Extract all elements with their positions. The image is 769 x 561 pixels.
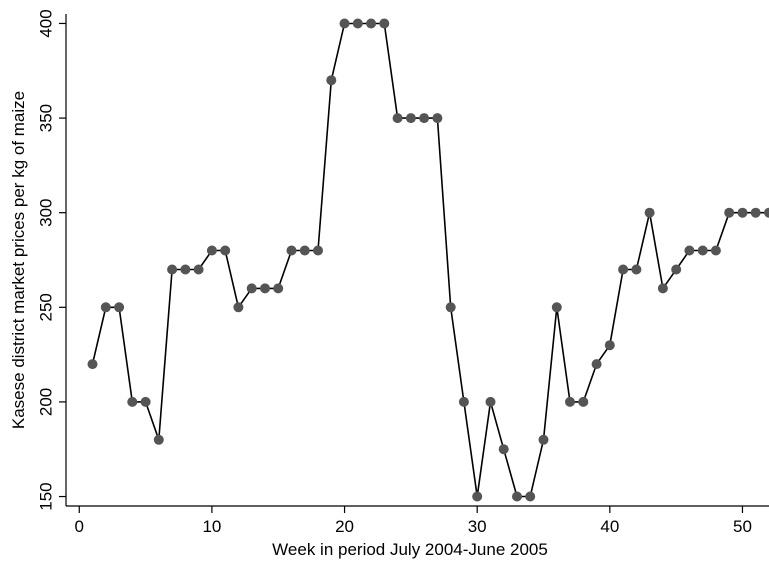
data-point <box>512 491 522 502</box>
data-point <box>206 245 217 256</box>
data-point <box>313 245 323 256</box>
y-axis-title: Kasese district market prices per kg of … <box>9 91 28 429</box>
data-point <box>193 264 204 275</box>
data-point <box>525 491 536 502</box>
y-tick-label: 400 <box>37 9 56 37</box>
x-tick-label: 50 <box>733 517 752 536</box>
data-point <box>260 283 270 294</box>
data-point <box>419 113 430 124</box>
x-tick-label: 20 <box>335 517 354 536</box>
data-point <box>710 245 721 256</box>
data-point <box>432 113 443 124</box>
data-point <box>114 302 125 313</box>
data-point <box>220 245 231 256</box>
data-point <box>485 396 496 407</box>
series-line <box>91 22 769 498</box>
data-point <box>644 207 655 218</box>
data-point <box>392 113 403 124</box>
data-point <box>578 396 589 407</box>
data-point <box>326 75 337 86</box>
data-point <box>339 18 350 29</box>
data-point <box>167 264 178 275</box>
data-point <box>366 18 377 29</box>
data-point <box>100 302 111 313</box>
y-tick-label: 200 <box>37 388 56 416</box>
data-point <box>299 245 310 256</box>
data-point <box>684 245 695 256</box>
data-point <box>246 283 257 294</box>
data-point <box>551 302 562 313</box>
data-point <box>273 283 284 294</box>
y-ticks: 150 200 250 300 350 400 <box>37 9 66 511</box>
data-point <box>604 340 615 351</box>
data-point <box>472 491 483 502</box>
data-point <box>724 207 735 218</box>
data-point <box>618 264 629 275</box>
data-point <box>750 207 761 218</box>
data-point <box>379 18 390 29</box>
data-point <box>671 264 682 275</box>
data-point <box>127 396 138 407</box>
data-point <box>538 434 549 445</box>
y-axis: 150 200 250 300 350 400 <box>37 9 67 511</box>
data-point <box>565 396 575 407</box>
data-point <box>352 18 363 29</box>
data-point <box>697 245 708 256</box>
y-tick-label: 150 <box>37 482 56 510</box>
data-point <box>153 434 164 445</box>
data-point <box>180 264 191 275</box>
x-tick-label: 30 <box>468 517 487 536</box>
x-ticks: 0 10 20 30 40 50 <box>75 506 752 536</box>
x-tick-label: 40 <box>600 517 619 536</box>
x-tick-label: 0 <box>75 517 84 536</box>
data-point <box>764 207 769 218</box>
data-point <box>405 113 416 124</box>
data-point <box>737 207 748 218</box>
series-layer <box>87 18 769 502</box>
data-point <box>591 359 602 370</box>
data-point <box>498 444 509 455</box>
data-point <box>445 302 456 313</box>
data-point <box>631 264 642 275</box>
x-axis-title: Week in period July 2004-June 2005 <box>272 540 548 559</box>
data-point <box>657 283 668 294</box>
x-tick-label: 10 <box>202 517 221 536</box>
data-point <box>286 245 297 256</box>
y-tick-label: 250 <box>37 293 56 321</box>
data-point <box>87 359 98 370</box>
x-axis: 0 10 20 30 40 50 <box>66 505 769 536</box>
y-tick-label: 300 <box>37 199 56 227</box>
data-point <box>140 396 151 407</box>
y-tick-label: 350 <box>37 104 56 132</box>
data-point <box>458 396 469 407</box>
data-point <box>233 302 244 313</box>
